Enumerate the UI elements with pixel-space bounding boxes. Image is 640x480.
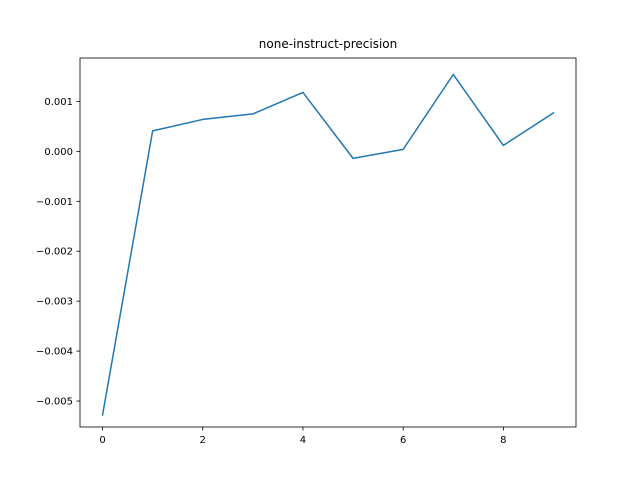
x-tick-label: 0	[99, 435, 105, 446]
y-tick-label: −0.001	[36, 197, 73, 208]
y-axis-ticks: −0.005 −0.004 −0.003 −0.002 −0.001 0.000 0.001	[36, 97, 80, 408]
y-tick-label: −0.004	[36, 347, 73, 358]
y-tick-label: 0.000	[44, 147, 73, 158]
x-tick-label: 8	[500, 435, 506, 446]
x-tick-label: 6	[400, 435, 406, 446]
y-tick-label: −0.002	[36, 247, 73, 258]
x-tick-label: 4	[300, 435, 306, 446]
x-tick-label: 2	[200, 435, 206, 446]
y-tick-label: −0.003	[36, 297, 73, 308]
plot-area-frame	[79, 57, 577, 428]
series-line	[101, 73, 555, 416]
y-tick-label: 0.001	[44, 97, 73, 108]
y-tick-label: −0.005	[36, 397, 73, 408]
x-axis-ticks: 0 2 4 6 8	[99, 427, 507, 446]
chart-title: none-instruct-precision	[259, 37, 397, 51]
